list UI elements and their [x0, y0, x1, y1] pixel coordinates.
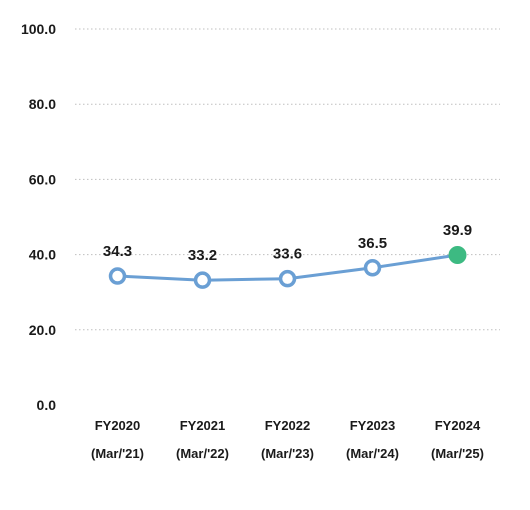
data-label: 33.2: [188, 247, 217, 264]
x-category-label: FY2023: [350, 418, 396, 433]
x-category-label: FY2024: [435, 418, 481, 433]
x-category-sublabel: (Mar/'21): [91, 446, 144, 461]
data-point: [278, 269, 297, 288]
x-category-label: FY2020: [95, 418, 141, 433]
y-tick-label: 80.0: [29, 96, 56, 112]
x-axis-category-labels: FY2020 (Mar/'21) FY2021 (Mar/'22) FY2022 (Mar…: [91, 418, 484, 461]
x-category-label: FY2022: [265, 418, 311, 433]
y-tick-label: 40.0: [29, 247, 56, 263]
x-category-sublabel: (Mar/'25): [431, 446, 484, 461]
series-markers: [108, 245, 467, 289]
data-point: [193, 271, 212, 289]
y-tick-label: 60.0: [29, 171, 56, 187]
data-point: [363, 259, 382, 277]
x-category-sublabel: (Mar/'24): [346, 446, 399, 461]
y-tick-label: 20.0: [29, 322, 56, 338]
y-tick-label: 100.0: [21, 21, 56, 37]
data-label: 33.6: [273, 246, 302, 263]
data-label: 34.3: [103, 243, 132, 260]
y-tick-label: 0.0: [37, 397, 57, 413]
gridlines: [75, 28, 500, 331]
data-label: 36.5: [358, 235, 387, 252]
y-axis-tick-labels: 0.0 20.0 40.0 60.0 80.0 100.0: [21, 21, 56, 413]
x-category-sublabel: (Mar/'23): [261, 446, 314, 461]
x-category-label: FY2021: [180, 418, 226, 433]
data-label: 39.9: [443, 222, 472, 239]
data-point-highlighted: [448, 245, 467, 264]
x-category-sublabel: (Mar/'22): [176, 446, 229, 461]
data-labels: 34.3 33.2 33.6 36.5 39.9: [103, 222, 472, 264]
data-point: [108, 267, 127, 285]
